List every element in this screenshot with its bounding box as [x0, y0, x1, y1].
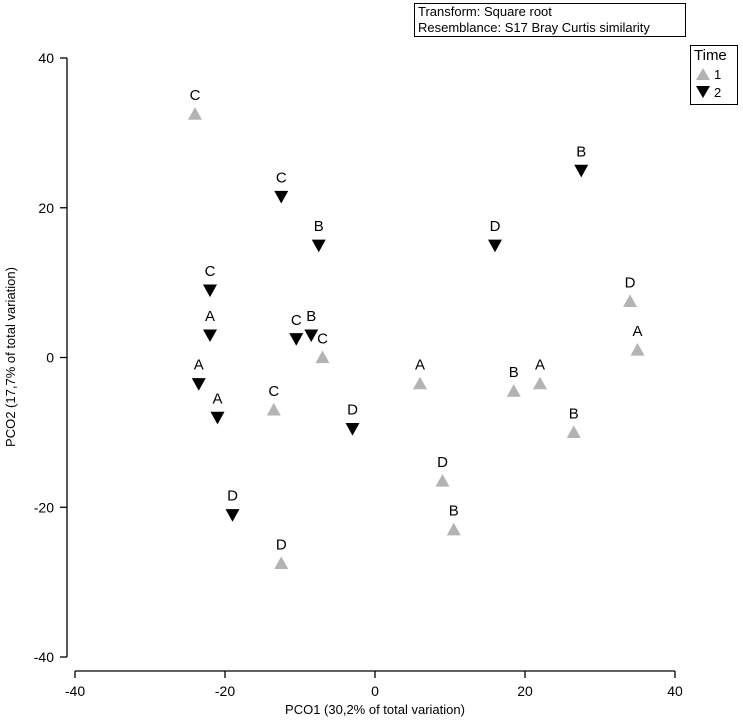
point-label: B: [576, 143, 586, 160]
data-point-time-2: [210, 411, 225, 425]
data-point-time-1: [533, 376, 547, 390]
point-label: D: [276, 536, 287, 553]
data-point-time-2: [274, 190, 289, 204]
point-label: A: [194, 357, 204, 374]
legend-label: 2: [714, 84, 722, 100]
point-label: C: [268, 383, 279, 400]
data-point-time-1: [623, 294, 637, 307]
x-tick-label: -20: [215, 683, 235, 699]
legend-item-time-2: 2: [691, 83, 737, 101]
data-point-time-1: [446, 522, 461, 536]
data-point-time-1: [630, 343, 645, 356]
x-tick-label: -40: [65, 683, 85, 699]
data-point-time-2: [304, 329, 319, 343]
point-label: A: [212, 390, 222, 407]
gray-up-triangle-icon: [696, 68, 710, 80]
resemblance-text: Resemblance: S17 Bray Curtis similarity: [418, 20, 650, 35]
legend-label: 1: [714, 66, 722, 82]
transform-text: Transform: Square root: [418, 4, 552, 19]
legend-title: Time: [694, 47, 727, 64]
data-point-time-1: [506, 384, 521, 397]
data-point-time-2: [574, 164, 589, 178]
y-axis-title: PCO2 (17,7% of total variation): [3, 267, 18, 447]
transform-info-box: Transform: Square root Resemblance: S17 …: [414, 3, 686, 37]
y-tick-label: 20: [38, 200, 54, 216]
data-point-time-2: [225, 509, 240, 522]
data-point-time-2: [311, 239, 326, 253]
y-tick-label: -20: [34, 499, 54, 515]
x-tick-label: 0: [371, 683, 379, 699]
axes: -40 -20 0 20 40 -40 -20 0 20 40: [34, 50, 683, 699]
point-label: B: [314, 218, 324, 235]
point-label: A: [205, 308, 215, 325]
x-axis-title: PCO1 (30,2% of total variation): [285, 702, 465, 717]
point-label: B: [569, 405, 579, 422]
legend: Time 1 2: [690, 45, 738, 105]
x-tick-label: 40: [667, 683, 683, 699]
point-label: D: [227, 488, 238, 505]
data-point-time-2: [191, 378, 206, 391]
data-point-time-1: [266, 402, 281, 416]
x-tick-label: 20: [517, 683, 533, 699]
point-label: D: [490, 218, 501, 235]
legend-item-time-1: 1: [691, 65, 737, 83]
point-label: A: [535, 357, 545, 374]
data-point-time-2: [203, 329, 217, 343]
black-down-triangle-icon: [696, 86, 710, 98]
point-label: D: [347, 402, 358, 419]
data-point-time-1: [435, 474, 450, 487]
point-label: B: [306, 308, 316, 325]
point-label: B: [449, 503, 459, 520]
data-point-time-2: [488, 239, 502, 253]
data-point-time-1: [188, 107, 202, 120]
y-tick-label: 0: [46, 350, 54, 366]
point-label: C: [190, 87, 201, 104]
data-point-time-2: [203, 284, 217, 298]
data-point-time-1: [566, 425, 581, 438]
data-point-time-1: [413, 376, 427, 390]
point-label: D: [625, 274, 636, 291]
y-tick-label: 40: [38, 50, 54, 66]
point-label: C: [317, 331, 328, 348]
point-label: A: [632, 323, 642, 340]
point-label: C: [276, 170, 287, 187]
point-label: D: [437, 454, 448, 471]
data-point-time-1: [274, 556, 289, 570]
data-point-time-2: [345, 423, 360, 436]
data-point-time-2: [289, 333, 304, 346]
point-label: B: [509, 364, 519, 381]
y-tick-label: -40: [34, 649, 54, 665]
data-point-time-1: [315, 350, 330, 364]
point-label: C: [291, 312, 302, 329]
point-label: C: [205, 263, 216, 280]
point-label: A: [415, 357, 425, 374]
